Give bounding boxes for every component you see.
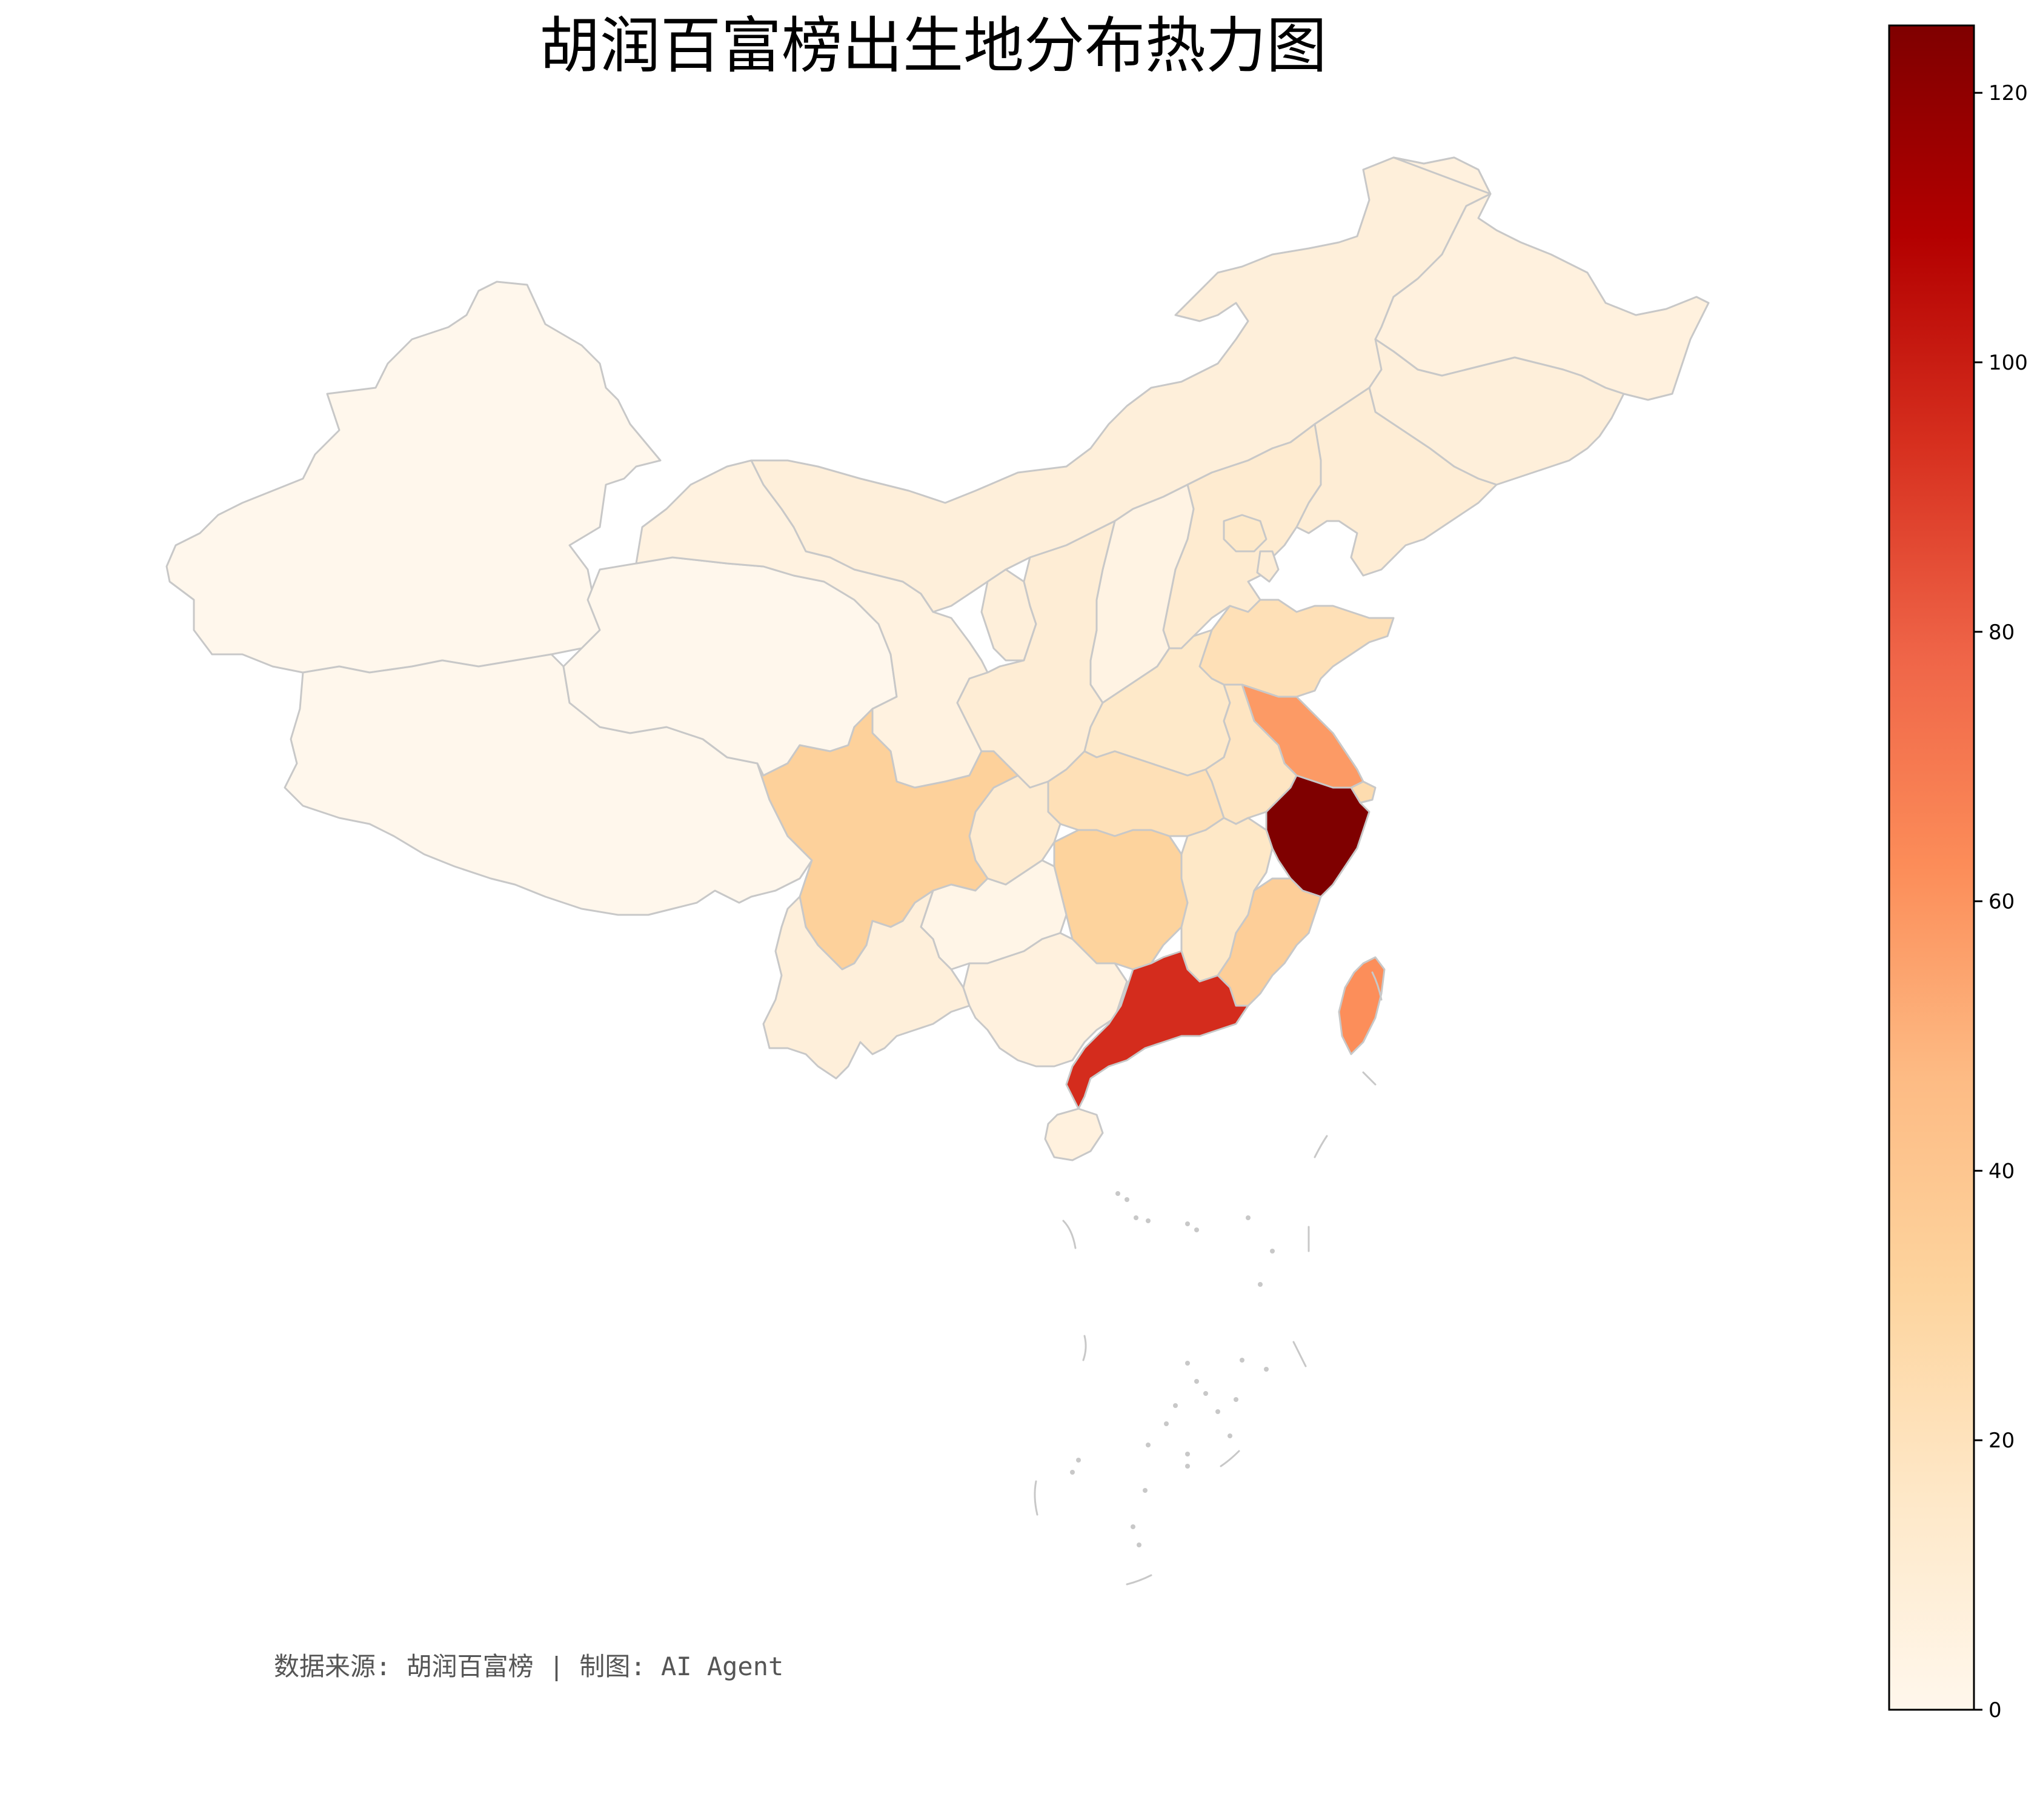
- province-tianjin: [1256, 550, 1280, 583]
- province-yunnan: [762, 889, 971, 1080]
- nine-dash-segment: [1082, 1335, 1087, 1361]
- province-hainan: [1044, 1108, 1104, 1161]
- province-taiwan: [1338, 956, 1386, 1055]
- south-china-sea-islands: [1034, 971, 1383, 1586]
- nine-dash-segment: [1371, 971, 1383, 1001]
- colorbar-ticks: 0 20 40 60 80 100 120: [1974, 81, 2028, 1722]
- nine-dash-segment: [1126, 1574, 1152, 1586]
- colorbar-tick-label: 120: [1989, 81, 2028, 105]
- province-xizang: [284, 653, 813, 916]
- province-layer: [165, 156, 1710, 1161]
- nine-dash-segment: [1062, 1220, 1077, 1249]
- province-shandong: [1198, 599, 1395, 698]
- colorbar-tick-label: 100: [1989, 351, 2028, 375]
- province-beijing: [1223, 514, 1268, 553]
- colorbar-tick-label: 80: [1989, 620, 2015, 645]
- data-source-footer: 数据来源: 胡润百富榜 | 制图: AI Agent: [274, 1652, 783, 1681]
- colorbar: 0 20 40 60 80 100 120: [1888, 24, 2028, 1722]
- colorbar-tick-label: 20: [1989, 1429, 2015, 1453]
- province-liaoning: [1295, 387, 1498, 577]
- nine-dash-segment: [1362, 1071, 1377, 1086]
- province-xinjiang: [165, 281, 662, 674]
- province-guangdong: [1065, 950, 1249, 1110]
- colorbar-tick-label: 40: [1989, 1159, 2015, 1183]
- province-fujian: [1217, 877, 1322, 1007]
- province-zhejiang: [1265, 774, 1371, 898]
- nine-dash-segment: [1292, 1341, 1307, 1367]
- colorbar-tick-label: 60: [1989, 890, 2015, 914]
- colorbar-tick-label: 0: [1989, 1698, 2002, 1722]
- colorbar-gradient: [1888, 24, 1975, 1711]
- map-title: 胡润百富榜出生地分布热力图: [539, 10, 1327, 81]
- nine-dash-segment: [1220, 1450, 1240, 1467]
- nine-dash-segment: [1314, 1135, 1328, 1158]
- nine-dash-segment: [1034, 1480, 1038, 1516]
- province-anhui: [1204, 683, 1298, 825]
